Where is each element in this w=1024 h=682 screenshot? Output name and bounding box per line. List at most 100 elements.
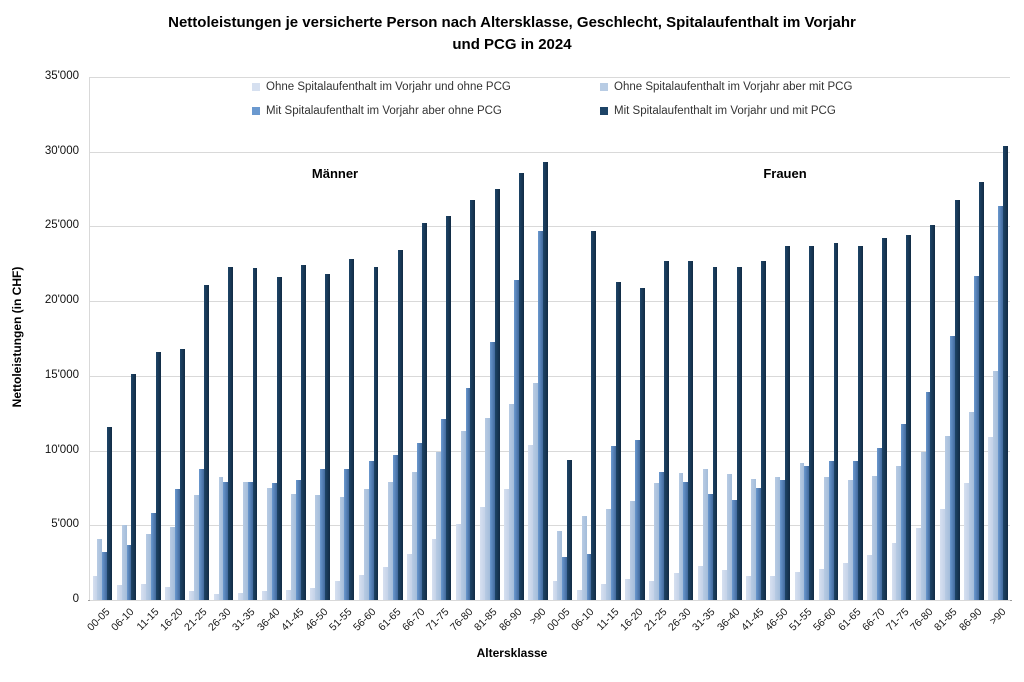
bar-series3[interactable] xyxy=(683,481,689,600)
bar-series4[interactable] xyxy=(833,242,839,600)
bar-series1[interactable] xyxy=(504,489,510,600)
bar-series2[interactable] xyxy=(339,496,345,600)
bar-series3[interactable] xyxy=(998,205,1004,600)
bar-series1[interactable] xyxy=(334,580,340,600)
bar-series1[interactable] xyxy=(625,579,631,600)
bar-series2[interactable] xyxy=(315,495,321,600)
bar-series2[interactable] xyxy=(484,417,490,600)
bar-series1[interactable] xyxy=(383,567,389,600)
bar-series1[interactable] xyxy=(964,483,970,600)
bar-series2[interactable] xyxy=(194,495,200,600)
bar-series4[interactable] xyxy=(252,268,258,600)
bar-series4[interactable] xyxy=(882,238,887,600)
bar-series3[interactable] xyxy=(756,487,761,600)
bar-series2[interactable] xyxy=(630,501,635,600)
bar-series2[interactable] xyxy=(266,487,272,600)
bar-series2[interactable] xyxy=(388,481,393,600)
bar-series3[interactable] xyxy=(780,480,786,600)
bar-series4[interactable] xyxy=(712,266,718,600)
bar-series3[interactable] xyxy=(731,499,737,600)
bar-series3[interactable] xyxy=(344,468,350,600)
bar-series1[interactable] xyxy=(552,580,558,600)
bar-series4[interactable] xyxy=(397,250,403,600)
bar-series2[interactable] xyxy=(412,471,418,600)
bar-series3[interactable] xyxy=(465,387,471,600)
bar-series4[interactable] xyxy=(422,223,427,600)
bar-series2[interactable] xyxy=(993,371,999,600)
bar-series2[interactable] xyxy=(823,477,829,600)
bar-series1[interactable] xyxy=(891,543,897,600)
bar-series4[interactable] xyxy=(204,284,209,600)
bar-series1[interactable] xyxy=(165,586,171,600)
bar-series4[interactable] xyxy=(688,260,694,600)
bar-series4[interactable] xyxy=(543,162,548,600)
bar-series1[interactable] xyxy=(455,523,461,600)
bar-series3[interactable] xyxy=(610,446,616,600)
bar-series2[interactable] xyxy=(702,468,708,600)
bar-series3[interactable] xyxy=(538,230,544,600)
bar-series4[interactable] xyxy=(131,374,137,600)
bar-series3[interactable] xyxy=(635,440,640,600)
bar-series1[interactable] xyxy=(818,568,824,600)
bar-series3[interactable] xyxy=(392,455,398,600)
bar-series3[interactable] xyxy=(271,483,277,600)
bar-series4[interactable] xyxy=(615,281,621,600)
bar-series2[interactable] xyxy=(145,534,151,600)
bar-series1[interactable] xyxy=(939,508,945,600)
bar-series1[interactable] xyxy=(479,507,485,600)
bar-series4[interactable] xyxy=(906,235,912,600)
bar-series3[interactable] xyxy=(852,461,858,600)
bar-series1[interactable] xyxy=(116,585,122,600)
bar-series4[interactable] xyxy=(107,426,113,600)
bar-series2[interactable] xyxy=(678,473,684,600)
bar-series2[interactable] xyxy=(291,493,297,600)
bar-series2[interactable] xyxy=(363,489,369,600)
bar-series4[interactable] xyxy=(978,181,984,600)
bar-series4[interactable] xyxy=(567,459,573,600)
bar-series3[interactable] xyxy=(102,552,108,600)
bar-series4[interactable] xyxy=(494,189,500,600)
bar-series1[interactable] xyxy=(92,576,98,600)
bar-series2[interactable] xyxy=(969,411,974,600)
bar-series3[interactable] xyxy=(707,493,713,600)
bar-series4[interactable] xyxy=(736,266,742,600)
bar-series1[interactable] xyxy=(237,592,243,600)
bar-series4[interactable] xyxy=(446,215,452,600)
bar-series2[interactable] xyxy=(726,474,732,600)
bar-series4[interactable] xyxy=(300,265,306,600)
bar-series2[interactable] xyxy=(872,475,878,600)
bar-series3[interactable] xyxy=(562,556,568,600)
bar-series1[interactable] xyxy=(189,591,195,600)
bar-series3[interactable] xyxy=(973,275,979,600)
bar-series1[interactable] xyxy=(358,574,364,600)
bar-series4[interactable] xyxy=(639,287,645,600)
bar-series2[interactable] xyxy=(242,481,248,600)
bar-series4[interactable] xyxy=(349,259,355,600)
bar-series1[interactable] xyxy=(576,589,582,600)
bar-series2[interactable] xyxy=(436,452,442,600)
bar-series2[interactable] xyxy=(944,435,950,600)
bar-series2[interactable] xyxy=(533,383,539,600)
bar-series1[interactable] xyxy=(794,571,800,600)
bar-series2[interactable] xyxy=(170,526,175,600)
bar-series3[interactable] xyxy=(441,419,447,600)
bar-series1[interactable] xyxy=(407,553,413,600)
bar-series1[interactable] xyxy=(431,538,437,600)
bar-series1[interactable] xyxy=(697,565,703,600)
bar-series4[interactable] xyxy=(373,266,379,600)
bar-series4[interactable] xyxy=(954,199,960,600)
bar-series2[interactable] xyxy=(557,531,563,600)
bar-series4[interactable] xyxy=(591,230,597,600)
bar-series1[interactable] xyxy=(915,528,921,600)
bar-series1[interactable] xyxy=(988,437,994,600)
bar-series3[interactable] xyxy=(828,461,834,600)
bar-series1[interactable] xyxy=(141,583,146,600)
bar-series1[interactable] xyxy=(673,573,679,600)
bar-series3[interactable] xyxy=(417,443,422,600)
bar-series4[interactable] xyxy=(470,199,476,600)
bar-series1[interactable] xyxy=(262,591,267,600)
bar-series3[interactable] xyxy=(175,489,180,600)
bar-series3[interactable] xyxy=(296,480,301,600)
bar-series1[interactable] xyxy=(528,444,534,600)
bar-series1[interactable] xyxy=(746,576,752,600)
